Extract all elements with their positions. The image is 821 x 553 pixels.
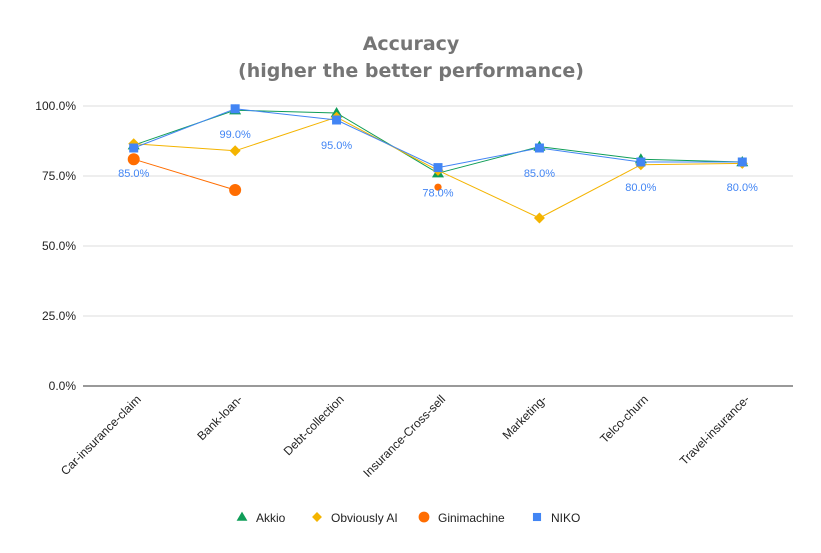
niko-line-segment — [235, 108, 337, 121]
legend-marker — [236, 511, 248, 521]
obviously-ai-point — [229, 145, 241, 157]
legend-marker — [532, 512, 542, 522]
niko-point — [332, 115, 342, 125]
y-tick-label: 100.0% — [35, 99, 76, 113]
niko-point — [636, 157, 646, 167]
chart-title-line-1: Accuracy — [363, 33, 460, 55]
legend-label: NIKO — [551, 511, 580, 525]
legend[interactable]: Akkio Obviously AI Ginimachine NIKO — [236, 511, 581, 525]
data-labels: 85.0% 99.0% 95.0% 78.0% 85.0% 80.0% 80.0% — [118, 129, 758, 200]
chart-title-line-2: (higher the better performance) — [238, 60, 584, 82]
data-label: 78.0% — [422, 188, 453, 200]
obviously-ai-line-segment — [640, 162, 743, 166]
niko-point — [433, 163, 443, 173]
ginimachine-point — [127, 153, 140, 166]
legend-marker — [418, 511, 430, 523]
niko-point — [230, 104, 240, 114]
x-tick-label: Debt-collection — [281, 392, 347, 458]
niko-line-segment — [437, 147, 540, 169]
data-label: 99.0% — [220, 129, 251, 141]
x-tick-label: Travel-insurance- — [677, 392, 753, 468]
y-tick-label: 25.0% — [42, 309, 76, 323]
y-tick-label: 0.0% — [49, 379, 77, 393]
data-label: 80.0% — [625, 182, 656, 194]
x-tick-label: Marketing- — [500, 392, 550, 442]
niko-line-segment — [539, 147, 641, 163]
legend-label: Obviously AI — [331, 511, 398, 525]
legend-item[interactable]: NIKO — [532, 511, 580, 525]
legend-item[interactable]: Obviously AI — [312, 511, 398, 525]
niko-line-segment — [336, 119, 439, 169]
akkio-line-segment — [336, 112, 439, 174]
x-tick-label: Insurance-Cross-sell — [360, 392, 448, 480]
data-label: 85.0% — [118, 168, 149, 180]
series-lines — [133, 108, 743, 219]
x-tick-label: Car-insurance-claim — [58, 392, 144, 478]
data-label: 95.0% — [321, 140, 352, 152]
series-markers — [127, 104, 749, 224]
legend-marker — [312, 512, 322, 522]
obviously-ai-line-segment — [133, 143, 236, 152]
obviously-ai-line-segment — [539, 164, 642, 219]
obviously-ai-line-segment — [437, 169, 540, 219]
akkio-line-segment — [133, 109, 236, 146]
obviously-ai-line-segment — [234, 116, 337, 152]
y-tick-label: 75.0% — [42, 169, 76, 183]
ginimachine-point — [229, 184, 242, 196]
niko-line-segment — [133, 108, 236, 149]
akkio-line-segment — [539, 146, 641, 160]
niko-point — [129, 143, 139, 153]
data-label: 80.0% — [727, 182, 758, 194]
niko-point — [534, 143, 544, 153]
y-tick-label: 50.0% — [42, 239, 76, 253]
x-axis-ticks: Car-insurance-claim Bank-loan- Debt-collec… — [58, 392, 752, 480]
ginimachine-line-segment — [133, 158, 236, 191]
legend-label: Akkio — [256, 511, 286, 525]
x-tick-label: Bank-loan- — [194, 392, 245, 443]
legend-item[interactable]: Akkio — [236, 511, 286, 525]
legend-label: Ginimachine — [438, 511, 505, 525]
obviously-ai-point — [533, 212, 545, 224]
x-tick-label: Telco-churn — [597, 392, 651, 446]
legend-item[interactable]: Ginimachine — [418, 511, 505, 525]
y-axis-ticks: 0.0% 25.0% 50.0% 75.0% 100.0% — [35, 99, 76, 393]
data-label: 85.0% — [524, 168, 555, 180]
ginimachine-point — [434, 183, 442, 191]
niko-point — [737, 157, 747, 167]
